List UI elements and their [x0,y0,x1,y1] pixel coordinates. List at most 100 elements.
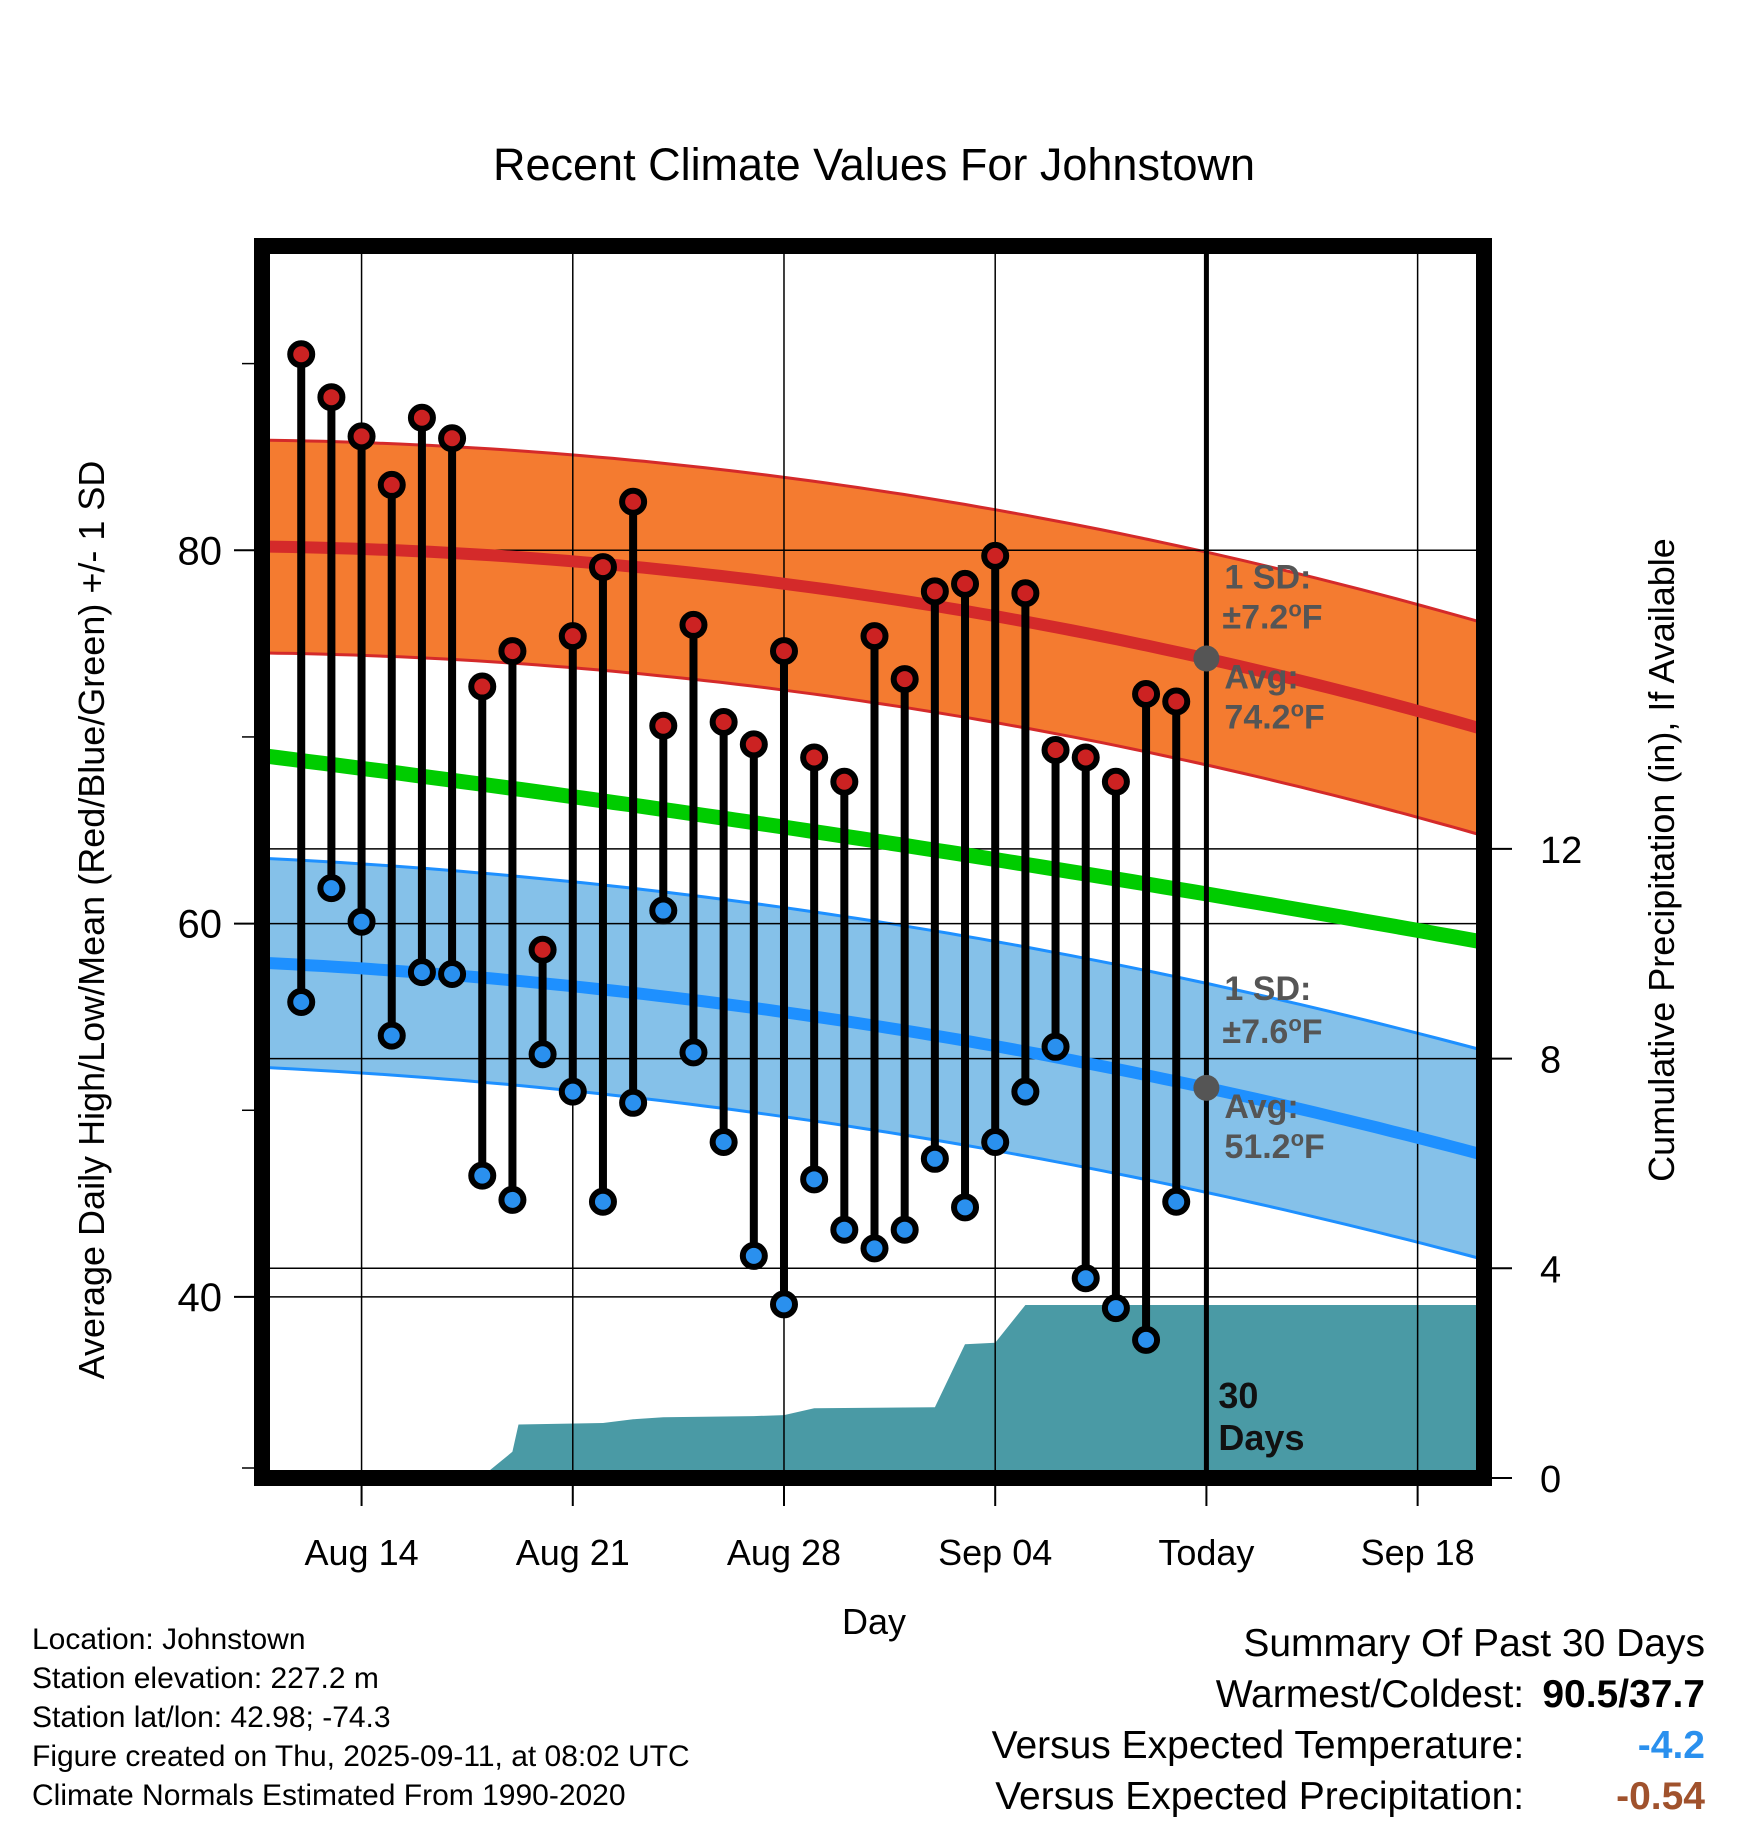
high-avg-label: Avg: [1224,659,1298,697]
low-temp-point [981,1128,1010,1156]
high-sd-label: 1 SD: [1224,559,1311,597]
high-temp-point [1071,743,1100,772]
low-temp-point [1101,1294,1130,1323]
high-sd-value: ±7.2oF [1222,596,1322,637]
station-info: Location: Johnstown Station elevation: 2… [32,1620,690,1815]
high-temp-point [558,622,587,651]
low-temp-point [1132,1325,1161,1354]
high-temp-point [1101,767,1130,796]
high-temp-point [1132,680,1161,708]
high-temp-point [1011,579,1040,608]
y-left-tick-label: 60 [178,903,223,947]
y-left-tick-label: 80 [178,529,223,573]
low-temp-point [739,1241,768,1270]
high-temp-point [739,730,768,759]
low-temp-point [528,1040,557,1069]
high-temp-point [287,340,316,369]
low-temp-point [709,1128,738,1156]
low-temp-point [619,1088,648,1117]
low-avg-value: 51.2oF [1224,1125,1324,1166]
plot-frame [254,238,1492,1486]
low-avg-label: Avg: [1224,1088,1298,1126]
low-temp-point [860,1234,889,1263]
normals-text: Climate Normals Estimated From 1990-2020 [32,1779,626,1812]
precip-departure-value: -0.54 [1616,1775,1705,1818]
temp-departure-label: Versus Expected Temperature: [991,1724,1525,1767]
created-text: Figure created on Thu, 2025-09-11, at 08… [32,1740,690,1773]
today-normal-low-marker [1193,1074,1220,1101]
high-temp-point [619,487,648,516]
high-temp-point [1162,687,1191,716]
precip-area [271,1305,1484,1478]
low-temp-point [438,960,467,988]
low-sd-value: ±7.6oF [1222,1010,1322,1051]
low-temp-point [890,1215,919,1244]
y-right-tick-label: 0 [1540,1459,1561,1501]
low-temp-point [1071,1264,1100,1293]
today-normal-high-marker [1193,645,1220,672]
low-temp-point [649,896,678,925]
precip-departure-row: Versus Expected Precipitation: -0.54 [992,1771,1705,1822]
low-temp-point [1011,1077,1040,1106]
low-temp-point [800,1165,829,1194]
high-avg-value: 74.2oF [1224,696,1324,737]
high-temp-point [709,708,738,736]
low-temp-point [769,1290,798,1319]
high-temp-point [407,403,436,432]
x-axis-label: Day [842,1601,906,1642]
warm-cold-value: 90.5/37.7 [1542,1673,1705,1716]
temp-departure-row: Versus Expected Temperature: -4.2 [992,1720,1705,1771]
low-temp-point [1041,1032,1070,1061]
high-temp-point [679,610,708,639]
days-number-label: 30 [1218,1375,1258,1416]
high-temp-point [438,424,467,453]
high-temp-point [347,422,376,451]
warm-cold-label: Warmest/Coldest: [1215,1673,1525,1716]
high-temp-point [800,743,829,772]
high-temp-point [377,470,406,499]
y-right-tick-label: 12 [1540,830,1582,872]
latlon-text: Station lat/lon: 42.98; -74.3 [32,1701,391,1734]
high-temp-point [830,767,859,796]
low-temp-point [498,1185,527,1214]
low-temp-point [317,874,346,903]
high-temp-point [951,569,980,598]
x-tick-label: Today [1158,1532,1254,1573]
high-temp-point [649,711,678,740]
high-temp-point [920,577,949,606]
low-temp-point [377,1021,406,1050]
low-temp-point [287,988,316,1016]
warm-cold-row: Warmest/Coldest: 90.5/37.7 [992,1669,1705,1720]
high-temp-point [890,665,919,694]
high-temp-point [468,672,497,701]
high-temp-point [588,553,617,582]
elevation-text: Station elevation: 227.2 m [32,1662,379,1695]
x-tick-label: Aug 21 [516,1532,630,1573]
y-right-tick-label: 8 [1540,1040,1561,1082]
high-temp-point [528,935,557,964]
low-sd-label: 1 SD: [1224,970,1311,1008]
low-temp-point [468,1161,497,1190]
low-temp-point [830,1215,859,1244]
x-tick-label: Sep 18 [1361,1532,1475,1573]
low-temp-point [588,1187,617,1216]
high-sd-upper-edge [262,438,1484,625]
low-temp-point [951,1193,980,1222]
high-temp-point [1041,736,1070,764]
x-tick-label: Sep 04 [938,1532,1052,1573]
location-text: Location: Johnstown [32,1623,306,1656]
precip-departure-label: Versus Expected Precipitation: [995,1775,1525,1818]
low-temp-point [558,1077,587,1106]
temp-departure-value: -4.2 [1637,1724,1705,1767]
low-temp-point [1162,1187,1191,1216]
summary-panel: Summary Of Past 30 Days Warmest/Coldest:… [992,1618,1705,1822]
y-axis-left-label: Average Daily High/Low/Mean (Red/Blue/Gr… [71,461,112,1380]
chart-title: Recent Climate Values For Johnstown [493,139,1255,190]
y-left-tick-label: 40 [178,1276,223,1320]
y-axis-right-label: Cumulative Precipitation (in), If Availa… [1641,538,1682,1182]
low-temp-point [920,1144,949,1173]
days-word-label: Days [1218,1417,1304,1458]
